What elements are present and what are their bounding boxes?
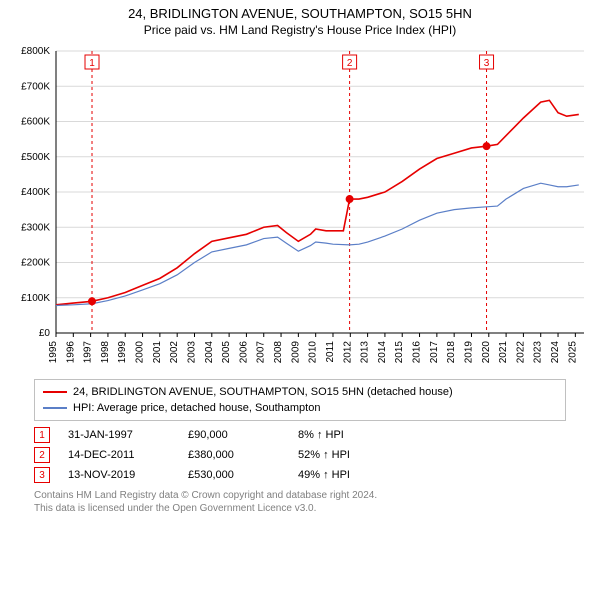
svg-text:2002: 2002 [169, 341, 180, 364]
chart-title-address: 24, BRIDLINGTON AVENUE, SOUTHAMPTON, SO1… [0, 6, 600, 21]
sale-row: 1 31-JAN-1997£90,0008% ↑ HPI [34, 425, 566, 445]
legend-swatch [43, 407, 67, 409]
svg-text:£800K: £800K [21, 46, 50, 57]
legend-label: HPI: Average price, detached house, Sout… [73, 402, 320, 414]
svg-text:2007: 2007 [256, 341, 267, 364]
svg-text:2014: 2014 [377, 341, 388, 364]
legend-item: HPI: Average price, detached house, Sout… [43, 400, 557, 416]
svg-text:£700K: £700K [21, 81, 50, 92]
svg-text:2006: 2006 [238, 341, 249, 364]
sale-price: £380,000 [188, 449, 298, 461]
svg-text:1: 1 [89, 58, 95, 69]
svg-text:2003: 2003 [186, 341, 197, 364]
svg-text:3: 3 [484, 58, 490, 69]
svg-text:1996: 1996 [65, 341, 76, 364]
sales-table: 1 31-JAN-1997£90,0008% ↑ HPI 2 14-DEC-2011£… [34, 425, 566, 485]
sale-price: £530,000 [188, 469, 298, 481]
svg-text:2016: 2016 [412, 341, 423, 364]
svg-text:1998: 1998 [100, 341, 111, 364]
svg-text:£400K: £400K [21, 187, 50, 198]
svg-text:£300K: £300K [21, 222, 50, 233]
svg-text:1999: 1999 [117, 341, 128, 364]
svg-text:£100K: £100K [21, 293, 50, 304]
svg-text:2000: 2000 [135, 341, 146, 364]
svg-text:2011: 2011 [325, 341, 336, 363]
svg-text:2010: 2010 [308, 341, 319, 364]
svg-text:2024: 2024 [550, 341, 561, 364]
sale-date: 13-NOV-2019 [68, 469, 188, 481]
footer-line2: This data is licensed under the Open Gov… [34, 502, 566, 515]
svg-text:1997: 1997 [83, 341, 94, 364]
chart-area: £0 £100K £200K £300K £400K £500K £600K £700K £80… [8, 43, 592, 373]
legend-swatch [43, 391, 67, 393]
line-chart: £0 £100K £200K £300K £400K £500K £600K £700K £80… [8, 43, 592, 373]
sale-marker-box: 2 [34, 447, 50, 463]
sale-marker-box: 3 [34, 467, 50, 483]
sale-delta: 8% ↑ HPI [298, 429, 344, 441]
svg-text:2015: 2015 [394, 341, 405, 364]
svg-text:2: 2 [347, 58, 353, 69]
svg-text:2025: 2025 [567, 341, 578, 364]
svg-text:2021: 2021 [498, 341, 509, 364]
sale-row: 2 14-DEC-2011£380,00052% ↑ HPI [34, 445, 566, 465]
svg-text:2012: 2012 [342, 341, 353, 364]
sale-delta: 49% ↑ HPI [298, 469, 350, 481]
legend-item: 24, BRIDLINGTON AVENUE, SOUTHAMPTON, SO1… [43, 384, 557, 400]
sale-delta: 52% ↑ HPI [298, 449, 350, 461]
svg-text:2018: 2018 [446, 341, 457, 364]
sale-row: 3 13-NOV-2019£530,00049% ↑ HPI [34, 465, 566, 485]
svg-text:£0: £0 [39, 328, 51, 339]
svg-text:£500K: £500K [21, 152, 50, 163]
svg-text:2005: 2005 [221, 341, 232, 364]
chart-title-desc: Price paid vs. HM Land Registry's House … [0, 23, 600, 37]
svg-text:2019: 2019 [463, 341, 474, 364]
svg-text:2022: 2022 [515, 341, 526, 364]
svg-text:2013: 2013 [360, 341, 371, 364]
svg-text:2009: 2009 [290, 341, 301, 364]
attribution-footer: Contains HM Land Registry data © Crown c… [34, 489, 566, 515]
legend-box: 24, BRIDLINGTON AVENUE, SOUTHAMPTON, SO1… [34, 379, 566, 421]
svg-text:2008: 2008 [273, 341, 284, 364]
svg-text:£200K: £200K [21, 258, 50, 269]
svg-text:1995: 1995 [48, 341, 59, 364]
legend-label: 24, BRIDLINGTON AVENUE, SOUTHAMPTON, SO1… [73, 386, 453, 398]
sale-marker-box: 1 [34, 427, 50, 443]
svg-text:2020: 2020 [481, 341, 492, 364]
svg-text:2023: 2023 [533, 341, 544, 364]
svg-text:2017: 2017 [429, 341, 440, 364]
svg-text:2004: 2004 [204, 341, 215, 364]
sale-date: 31-JAN-1997 [68, 429, 188, 441]
footer-line1: Contains HM Land Registry data © Crown c… [34, 489, 566, 502]
sale-date: 14-DEC-2011 [68, 449, 188, 461]
sale-price: £90,000 [188, 429, 298, 441]
svg-text:2001: 2001 [152, 341, 163, 364]
svg-text:£600K: £600K [21, 117, 50, 128]
